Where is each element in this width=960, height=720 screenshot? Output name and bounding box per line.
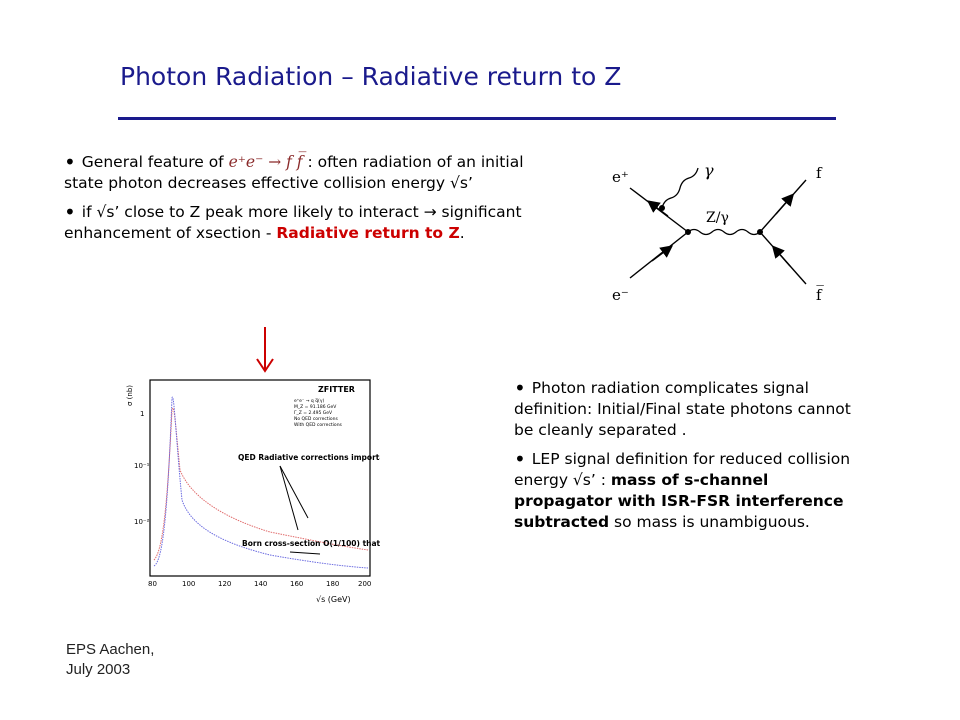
legend-title: ZFITTER — [318, 385, 355, 394]
legend-line-3: Γ_Z = 2.495 GeV — [294, 410, 333, 416]
down-arrow-icon — [256, 327, 274, 373]
annotation-qed-arrow-2 — [279, 465, 299, 531]
electron-arrow — [651, 245, 674, 262]
label-gamma: γ — [704, 161, 714, 180]
y-tick-1: 1 — [140, 410, 144, 418]
vertex-isr — [659, 205, 665, 211]
x-tick-180: 180 — [326, 580, 339, 588]
footer-venue: EPS Aachen, July 2003 — [66, 641, 155, 678]
curve-with-qed — [153, 407, 369, 561]
label-e-plus: e⁺ — [612, 168, 629, 186]
title-underline — [118, 117, 836, 120]
left-bullet-list: • General feature of e⁺e⁻ → f f̅ : often … — [64, 152, 554, 252]
x-tick-160: 160 — [290, 580, 303, 588]
y-tick-2: 10⁻¹ — [134, 462, 150, 470]
x-tick-120: 120 — [218, 580, 231, 588]
x-tick-200: 200 — [358, 580, 371, 588]
label-fbar: f̅ — [816, 285, 824, 304]
y-tick-3: 10⁻² — [134, 518, 150, 526]
signal-definition-bold: mass of s-channel propagator with ISR-FS… — [514, 471, 844, 531]
legend-line-2: M_Z = 91.186 GeV — [294, 404, 337, 410]
isr-photon — [661, 167, 699, 209]
legend-line-1: e⁺e⁻ → q q̅(γ) — [294, 398, 324, 404]
slide-title: Photon Radiation – Radiative return to Z — [120, 62, 622, 91]
label-e-minus: e⁻ — [612, 286, 629, 304]
right-bullet-1: • Photon radiation complicates signal def… — [514, 376, 851, 439]
annotation-qed-arrow — [279, 465, 309, 519]
plot-frame — [149, 379, 371, 577]
vertex-left — [685, 229, 691, 235]
x-tick-140: 140 — [254, 580, 267, 588]
bullet-dot: • — [64, 200, 76, 224]
bullet-dot: • — [64, 150, 76, 174]
bullet-dot: • — [514, 376, 526, 400]
bullet-dot: • — [514, 447, 526, 471]
cross-section-plot: σ (nb) 1 10⁻¹ 10⁻² 80 100 120 140 160 18… — [126, 379, 380, 604]
antifermion-arrow — [771, 245, 791, 267]
x-tick-80: 80 — [148, 580, 157, 588]
fermion-arrow — [775, 193, 795, 215]
annotation-qed: QED Radiative corrections important — [238, 453, 380, 462]
radiative-return-highlight: Radiative return to Z — [276, 224, 460, 242]
left-bullet-2: • if √s’ close to Z peak more likely to i… — [64, 200, 522, 242]
x-axis-label: √s (GeV) — [316, 595, 351, 604]
y-axis-label: σ (nb) — [126, 385, 134, 406]
label-z-gamma: Z/γ — [706, 210, 729, 226]
label-f: f — [816, 164, 823, 182]
annotation-born-arrow — [289, 551, 321, 555]
legend-line-5: With QED corrections — [294, 422, 343, 428]
right-bullet-2: • LEP signal definition for reduced colli… — [514, 447, 851, 531]
vertex-right — [757, 229, 763, 235]
x-tick-100: 100 — [182, 580, 195, 588]
left-bullet-1: • General feature of e⁺e⁻ → f f̅ : often … — [64, 150, 524, 192]
feynman-diagram: e⁺ e⁻ γ Z/γ f f̅ — [612, 161, 824, 304]
z-propagator — [687, 228, 761, 236]
curve-born — [153, 396, 369, 569]
legend-line-4: No QED corrections — [294, 416, 338, 422]
reaction-formula: e⁺e⁻ → f f̅ — [228, 153, 303, 171]
right-bullet-list: • Photon radiation complicates signal def… — [514, 378, 854, 541]
annotation-born: Born cross-section O(1/100) that at Z — [242, 539, 380, 548]
